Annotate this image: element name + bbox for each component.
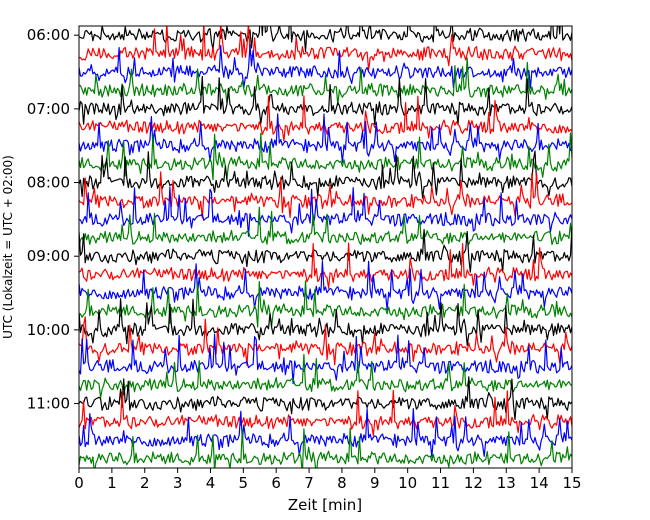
x-tick-label: 11	[431, 474, 450, 492]
y-tick-label: 11:00	[27, 395, 70, 413]
x-tick-label: 2	[140, 474, 150, 492]
trace-row-0715	[79, 95, 572, 142]
trace-row-1130	[79, 408, 572, 458]
plot-frame	[78, 25, 573, 469]
x-tick-label: 3	[173, 474, 183, 492]
x-tick-label: 9	[370, 474, 380, 492]
x-tick-label: 8	[337, 474, 347, 492]
trace-row-0815	[79, 171, 572, 219]
x-tick-label: 12	[464, 474, 483, 492]
trace-row-0730	[79, 113, 572, 163]
x-tick-label: 15	[562, 474, 581, 492]
x-tick-label: 6	[271, 474, 281, 492]
x-tick-label: 13	[497, 474, 516, 492]
x-tick-label: 5	[239, 474, 249, 492]
y-axis-label: UTC (Lokalzeit = UTC + 02:00)	[1, 155, 15, 339]
x-axis: 0 1 2 3 4 5 6 7 8 9 10 11 12 13 14 15	[74, 468, 582, 492]
trace-row-0930	[79, 260, 572, 311]
trace-row-0630	[79, 44, 572, 89]
trace-row-1145	[79, 427, 572, 468]
y-tick-label: 08:00	[27, 174, 70, 192]
trace-row-0600	[79, 26, 572, 53]
trace-row-0615	[79, 26, 572, 71]
x-tick-label: 0	[74, 474, 84, 492]
x-axis-label: Zeit [min]	[288, 496, 362, 514]
y-axis: 06:00 07:00 08:00 09:00 10:00 11:00	[27, 26, 79, 413]
trace-row-0945	[79, 280, 572, 328]
x-tick-label: 4	[206, 474, 216, 492]
trace-row-0845	[79, 206, 572, 248]
trace-row-0700	[79, 75, 572, 126]
x-tick-label: 10	[398, 474, 417, 492]
trace-rows	[79, 26, 572, 468]
x-tick-label: 1	[107, 474, 117, 492]
y-tick-label: 09:00	[27, 247, 70, 265]
y-tick-label: 06:00	[27, 26, 70, 44]
trace-row-1100	[79, 376, 572, 420]
trace-row-1015	[79, 316, 572, 366]
trace-row-1045	[79, 353, 572, 399]
x-tick-label: 7	[304, 474, 314, 492]
trace-row-0830	[79, 186, 572, 237]
trace-row-0745	[79, 132, 572, 181]
trace-row-0915	[79, 242, 572, 289]
trace-row-0645	[79, 57, 572, 106]
trace-row-0900	[79, 226, 572, 273]
x-tick-label: 14	[530, 474, 549, 492]
trace-row-1115	[79, 389, 572, 437]
y-tick-label: 07:00	[27, 100, 70, 118]
trace-row-1030	[79, 333, 572, 385]
y-tick-label: 10:00	[27, 321, 70, 339]
